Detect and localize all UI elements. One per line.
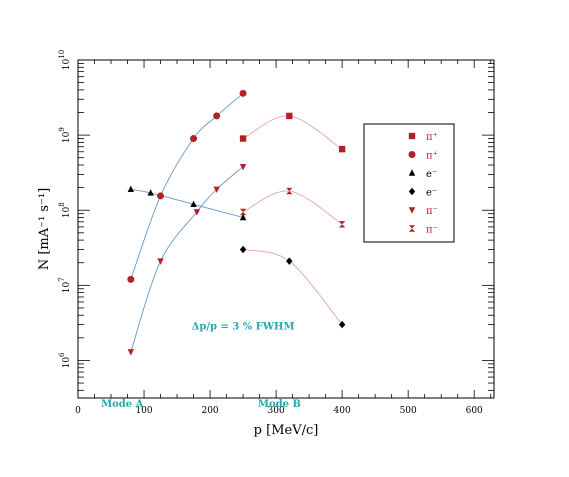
y-tick-label: 107 (58, 277, 72, 293)
data-point (127, 349, 135, 356)
data-point (193, 209, 201, 216)
x-tick-label: 0 (75, 406, 81, 416)
y-tick-label: 108 (58, 202, 72, 218)
data-point (239, 208, 247, 216)
data-point (338, 320, 346, 329)
x-axis-label: p [MeV/c] (254, 423, 319, 438)
legend-label: π⁺ (426, 151, 438, 162)
data-point (127, 275, 135, 283)
legend-marker (408, 187, 416, 196)
y-tick-labels: 106 107 108 109 1010 (58, 50, 72, 369)
legend: π⁺ π⁺ e⁻ e⁻ π⁻ π⁻ (363, 123, 455, 243)
svg-text:106: 106 (58, 352, 72, 368)
data-point (190, 135, 198, 143)
data-point (213, 186, 220, 193)
x-tick-label: 500 (400, 406, 417, 416)
svg-text:107: 107 (58, 277, 72, 293)
mode-b-label: Mode B (258, 399, 301, 410)
y-tick-label: 1010 (58, 50, 72, 70)
data-point (239, 213, 247, 221)
x-tick-label: 100 (135, 406, 152, 416)
data-point (239, 245, 247, 254)
svg-text:1010: 1010 (58, 50, 72, 70)
x-tick-label: 300 (268, 406, 285, 416)
legend-marker (408, 169, 416, 176)
data-point (338, 221, 346, 228)
data-point (127, 185, 135, 192)
x-tick-label: 200 (201, 406, 218, 416)
plot-frame (77, 59, 495, 399)
legend-label: π⁻ (426, 206, 438, 217)
data-point (286, 112, 293, 120)
data-point (239, 135, 247, 142)
mode-a-label: Mode A (101, 399, 144, 410)
series-curve (130, 188, 244, 218)
resolution-annotation: Δp/p = 3 % FWHM (192, 321, 295, 332)
legend-box (363, 123, 455, 243)
legend-label: e⁻ (426, 169, 437, 180)
data-point (286, 187, 293, 195)
y-tick-label: 109 (58, 127, 72, 143)
data-point (213, 112, 221, 120)
legend-label: π⁻ (426, 225, 438, 236)
legend-marker (408, 225, 416, 232)
legend-marker (408, 207, 416, 214)
svg-text:109: 109 (58, 127, 72, 143)
series-points (127, 89, 346, 356)
data-point (157, 192, 165, 200)
legend-label: π⁺ (426, 132, 438, 143)
data-point (157, 258, 164, 265)
data-point (147, 189, 154, 196)
x-tick-labels: 0 100 200 300 400 500 600 (75, 406, 483, 416)
legend-marker (408, 151, 416, 158)
legend-marker (408, 132, 416, 140)
svg-text:108: 108 (58, 202, 72, 218)
data-point (338, 145, 346, 153)
data-point (239, 163, 247, 171)
data-point (239, 89, 247, 97)
y-tick-label: 106 (58, 352, 72, 368)
y-axis-label: N [mA⁻¹ s⁻¹] (37, 188, 52, 270)
data-point (286, 257, 293, 265)
legend-label: e⁻ (426, 188, 437, 199)
data-point (190, 200, 197, 207)
x-tick-label: 400 (334, 406, 351, 416)
x-tick-label: 600 (466, 406, 483, 416)
series-curve (242, 190, 343, 225)
